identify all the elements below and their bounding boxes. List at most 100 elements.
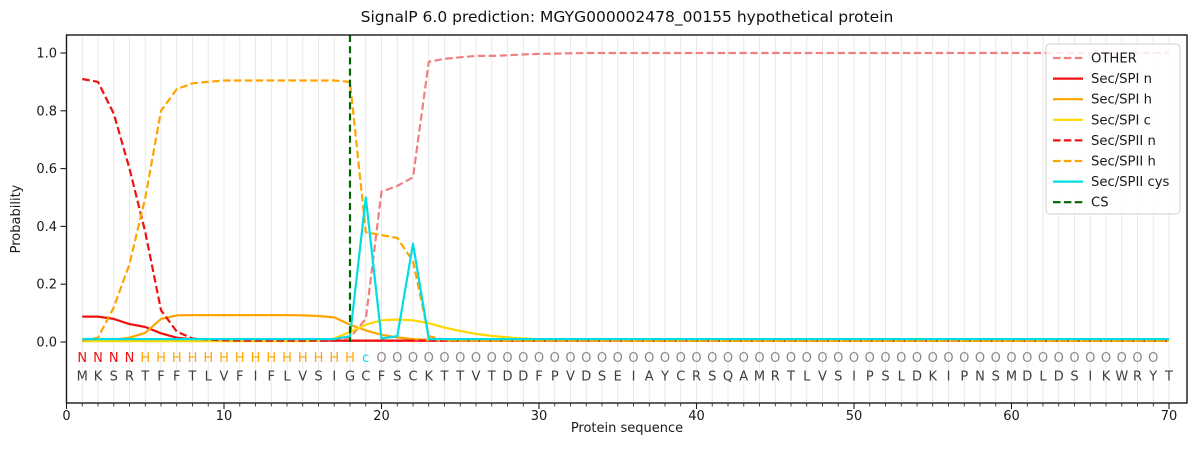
curve-sec-spii-n	[82, 77, 1169, 342]
region-letter: H	[314, 351, 324, 366]
region-letter: O	[518, 351, 528, 366]
sequence-letter: F	[173, 370, 180, 385]
region-letter: O	[424, 351, 434, 366]
sequence-letter: D	[912, 370, 922, 385]
region-letter: O	[376, 351, 386, 366]
sequence-letter: M	[754, 370, 765, 385]
sequence-letter: K	[928, 370, 937, 385]
sequence-letter: G	[345, 370, 355, 385]
sequence-letter: I	[254, 370, 258, 385]
sequence-letter: L	[803, 370, 811, 385]
sequence-letter: K	[94, 370, 103, 385]
x-tick-label: 20	[373, 409, 390, 424]
region-letter: O	[455, 351, 465, 366]
y-tick-label: 0.8	[36, 104, 57, 119]
legend-label-sec-spi-n: Sec/SPI n	[1091, 72, 1152, 87]
region-letter: O	[1085, 351, 1095, 366]
region-letter: O	[691, 351, 701, 366]
sequence-letter: F	[378, 370, 385, 385]
sequence-letter: M	[1006, 370, 1017, 385]
region-letter: H	[156, 351, 166, 366]
sequence-letter: V	[220, 370, 229, 385]
region-letter: N	[93, 351, 103, 366]
y-tick-label: 0.6	[36, 162, 57, 177]
region-letter: O	[408, 351, 418, 366]
region-letter: O	[392, 351, 402, 366]
region-letter: O	[628, 351, 638, 366]
region-letter: O	[565, 351, 575, 366]
sequence-letter: S	[708, 370, 716, 385]
region-letter: H	[298, 351, 308, 366]
sequence-letter: K	[1102, 370, 1111, 385]
region-letter: N	[125, 351, 135, 366]
region-letter: O	[723, 351, 733, 366]
region-letter: O	[770, 351, 780, 366]
legend-label-sec-spii-h: Sec/SPII h	[1091, 155, 1156, 170]
sequence-letter: D	[1054, 370, 1064, 385]
region-letter: O	[833, 351, 843, 366]
sequence-letter: L	[205, 370, 213, 385]
y-tick-label: 0.2	[36, 278, 57, 293]
region-letter: O	[471, 351, 481, 366]
x-tick-label: 40	[688, 409, 705, 424]
region-letter: c	[362, 351, 369, 366]
curve-sec-spi-h	[82, 314, 1169, 342]
y-tick-label: 0.0	[36, 336, 57, 351]
region-letter: O	[644, 351, 654, 366]
y-axis-label: Probability	[9, 184, 24, 253]
curve-other	[82, 51, 1169, 341]
sequence-letter: P	[960, 370, 968, 385]
plot-title: SignalP 6.0 prediction: MGYG000002478_00…	[361, 8, 894, 27]
x-tick-label: 10	[216, 409, 233, 424]
region-letter: O	[487, 351, 497, 366]
sequence-letter: I	[1088, 370, 1092, 385]
region-letter: O	[896, 351, 906, 366]
sequence-letter: T	[487, 370, 496, 385]
sequence-letter: T	[455, 370, 464, 385]
region-letter: O	[1006, 351, 1016, 366]
region-letter: O	[991, 351, 1001, 366]
sequence-letter: A	[739, 370, 748, 385]
x-tick-label: 30	[531, 409, 548, 424]
gridlines	[81, 35, 1170, 403]
sequence-letter: Y	[1148, 370, 1157, 385]
sequence-letter: T	[786, 370, 795, 385]
sequence-letter: R	[771, 370, 780, 385]
y-tick-label: 0.4	[36, 220, 57, 235]
sequence-letter: T	[1164, 370, 1173, 385]
region-letter: O	[660, 351, 670, 366]
y-tick-label: 1.0	[36, 47, 57, 62]
region-letter: H	[203, 351, 213, 366]
region-letter: O	[943, 351, 953, 366]
sequence-letter: N	[975, 370, 985, 385]
region-letter: O	[439, 351, 449, 366]
sequence-letter: E	[614, 370, 622, 385]
region-letter: O	[1101, 351, 1111, 366]
region-letter: O	[928, 351, 938, 366]
sequence-letter: V	[298, 370, 307, 385]
sequence-letter: D	[502, 370, 512, 385]
region-letter: H	[172, 351, 182, 366]
sequence-letter: P	[551, 370, 559, 385]
region-letter: H	[329, 351, 339, 366]
x-tick-label: 70	[1161, 409, 1178, 424]
region-letter: H	[251, 351, 261, 366]
region-letter: O	[613, 351, 623, 366]
sequence-letter: P	[866, 370, 874, 385]
region-letter: O	[1022, 351, 1032, 366]
sequence-letter: I	[852, 370, 856, 385]
sequence-letter: S	[598, 370, 606, 385]
region-letter: O	[912, 351, 922, 366]
sequence-letter: S	[393, 370, 401, 385]
sequence-letter: F	[535, 370, 542, 385]
sequence-letter: R	[692, 370, 701, 385]
curve-sec-spii-h	[82, 79, 1169, 342]
sequence-letter: S	[314, 370, 322, 385]
sequence-letter: T	[440, 370, 449, 385]
legend-label-cs: CS	[1091, 196, 1109, 211]
sequence-letter: T	[140, 370, 149, 385]
region-letter: O	[817, 351, 827, 366]
curve-sec-spii-cys	[82, 196, 1169, 341]
